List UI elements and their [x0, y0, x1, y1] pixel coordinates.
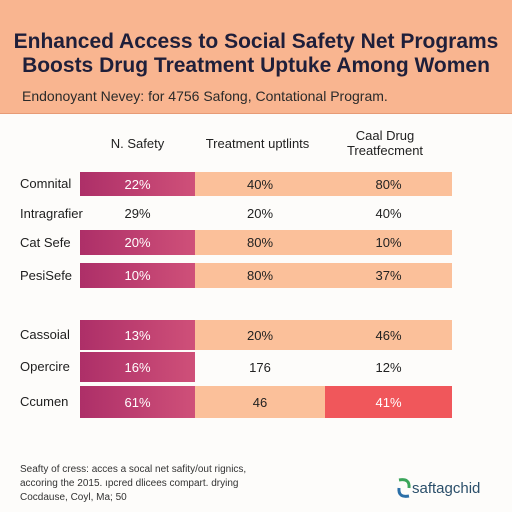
table-cell: 80% — [325, 172, 452, 196]
logo-icon — [397, 478, 411, 498]
subtitle: Endonoyant Nevey: for 4756 Safong, Conta… — [22, 88, 388, 104]
table-cell: 80% — [195, 263, 325, 288]
table-cell: 10% — [80, 263, 195, 288]
table-cell: 40% — [195, 172, 325, 196]
table-cell: 12% — [375, 359, 402, 375]
column-header: Treatment uptlints — [205, 136, 310, 151]
table-cell: 20% — [246, 206, 274, 221]
table-cell: 80% — [195, 230, 325, 255]
table-cell: 22% — [80, 172, 195, 196]
logo: saftagchid — [412, 480, 481, 497]
table-cell: 13% — [80, 320, 195, 350]
row-label: Cat Sefe — [20, 234, 71, 250]
row-label: Intragrafier — [20, 205, 83, 221]
footer-line: Cocdause, Coyl, Ma; 50 — [20, 492, 127, 503]
table-cell: 29% — [124, 206, 151, 221]
row-label: Ccumen — [20, 394, 69, 409]
header: Enhanced Access to Social Safety Net Pro… — [0, 0, 512, 114]
footer-line: Seafty of cress: acces a socal net safit… — [20, 464, 247, 475]
table-cell: 16% — [80, 352, 195, 382]
row-label: PesiSefe — [20, 267, 73, 283]
table-cell: 20% — [195, 320, 325, 350]
column-header: N. Safety — [110, 136, 165, 151]
table-cell: 40% — [375, 206, 402, 221]
table-cell: 46% — [325, 320, 452, 350]
table-cell: 46 — [195, 386, 325, 418]
row-label: Comnital — [20, 176, 72, 191]
title-line: Enhanced Access to Social Safety Net Pro… — [13, 30, 499, 53]
column-header: Caal Drug Treatfecment — [346, 128, 424, 158]
table-cell: 61% — [80, 386, 195, 418]
table-cell: 20% — [80, 230, 195, 255]
table-cell: 10% — [325, 230, 452, 255]
table-cell: 37% — [325, 263, 452, 288]
title-line: Boosts Drug Treatment Uptuke Among Women — [22, 54, 490, 77]
row-label: Opercire — [20, 359, 70, 374]
table-cell: 41% — [325, 386, 452, 418]
table-cell: 176 — [249, 359, 271, 375]
footer-line: accoring the 2015. ıpcred dlicees compar… — [20, 478, 239, 489]
row-label: Cassoial — [20, 327, 70, 342]
